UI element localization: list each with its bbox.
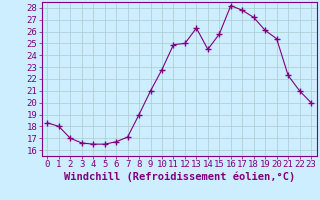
X-axis label: Windchill (Refroidissement éolien,°C): Windchill (Refroidissement éolien,°C): [64, 172, 295, 182]
